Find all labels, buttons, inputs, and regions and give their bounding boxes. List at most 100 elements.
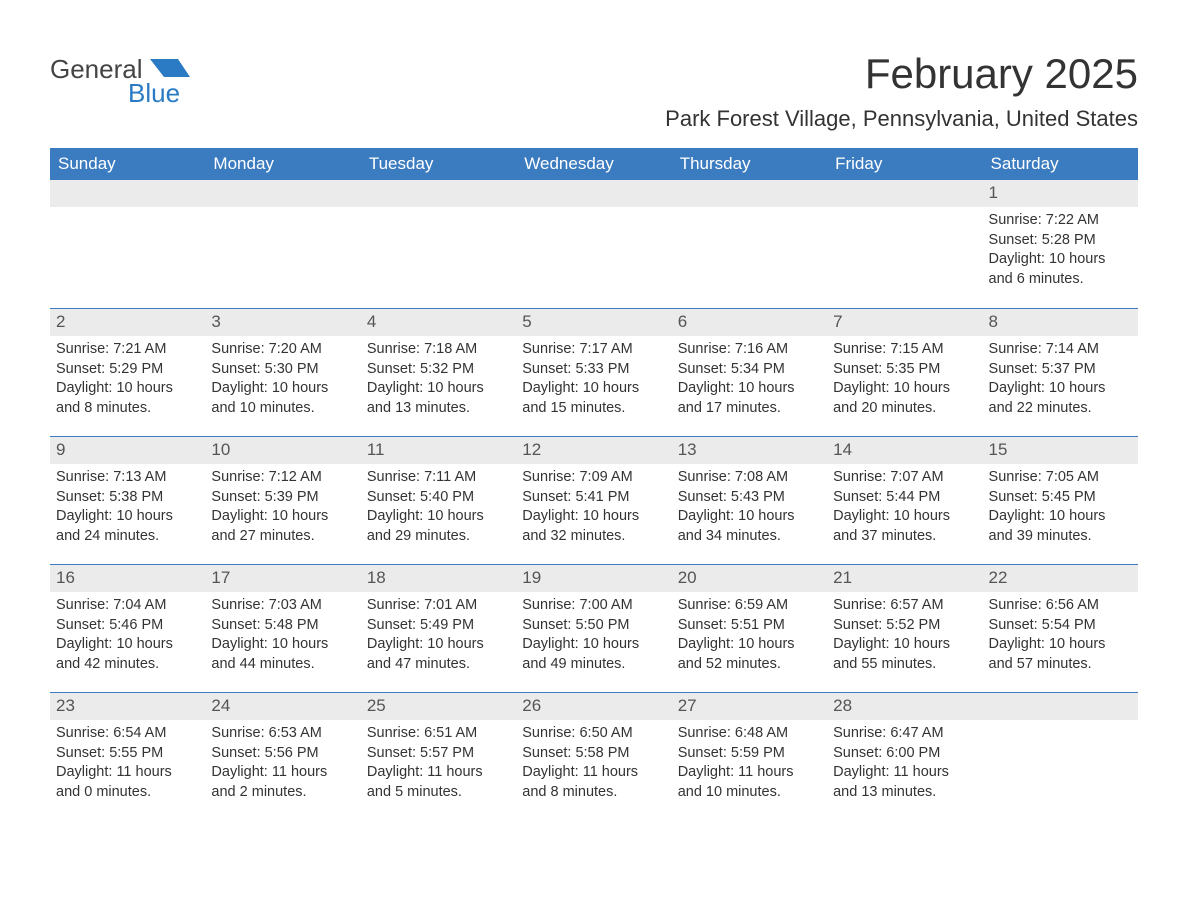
day-cell bbox=[827, 180, 982, 308]
sunrise-text: Sunrise: 6:53 AM bbox=[211, 724, 354, 744]
daylight-text: Daylight: 10 hours and 39 minutes. bbox=[989, 507, 1132, 546]
daylight-text: Daylight: 10 hours and 29 minutes. bbox=[367, 507, 510, 546]
dow-saturday: Saturday bbox=[983, 148, 1138, 180]
day-cell: 14Sunrise: 7:07 AMSunset: 5:44 PMDayligh… bbox=[827, 437, 982, 564]
daylight-text: Daylight: 10 hours and 42 minutes. bbox=[56, 635, 199, 674]
week-row: 1Sunrise: 7:22 AMSunset: 5:28 PMDaylight… bbox=[50, 180, 1138, 308]
sunrise-text: Sunrise: 6:51 AM bbox=[367, 724, 510, 744]
sunset-text: Sunset: 5:58 PM bbox=[522, 744, 665, 764]
header: General Blue February 2025 Park Forest V… bbox=[50, 50, 1138, 142]
sunset-text: Sunset: 5:44 PM bbox=[833, 488, 976, 508]
daylight-text: Daylight: 10 hours and 52 minutes. bbox=[678, 635, 821, 674]
day-cell: 16Sunrise: 7:04 AMSunset: 5:46 PMDayligh… bbox=[50, 565, 205, 692]
sunset-text: Sunset: 5:48 PM bbox=[211, 616, 354, 636]
sunrise-text: Sunrise: 7:00 AM bbox=[522, 596, 665, 616]
sunset-text: Sunset: 5:46 PM bbox=[56, 616, 199, 636]
day-number: 22 bbox=[983, 565, 1138, 592]
sunset-text: Sunset: 5:40 PM bbox=[367, 488, 510, 508]
daylight-text: Daylight: 10 hours and 32 minutes. bbox=[522, 507, 665, 546]
week-row: 16Sunrise: 7:04 AMSunset: 5:46 PMDayligh… bbox=[50, 564, 1138, 692]
day-number: 26 bbox=[516, 693, 671, 720]
day-cell: 9 Sunrise: 7:13 AMSunset: 5:38 PMDaylight… bbox=[50, 437, 205, 564]
sunrise-text: Sunrise: 6:54 AM bbox=[56, 724, 199, 744]
daylight-text: Daylight: 10 hours and 10 minutes. bbox=[211, 379, 354, 418]
calendar-grid: Sunday Monday Tuesday Wednesday Thursday… bbox=[50, 148, 1138, 820]
day-number bbox=[983, 693, 1138, 720]
day-cell: 20Sunrise: 6:59 AMSunset: 5:51 PMDayligh… bbox=[672, 565, 827, 692]
sunset-text: Sunset: 5:59 PM bbox=[678, 744, 821, 764]
calendar-page: General Blue February 2025 Park Forest V… bbox=[0, 0, 1188, 850]
sunset-text: Sunset: 5:57 PM bbox=[367, 744, 510, 764]
dow-monday: Monday bbox=[205, 148, 360, 180]
sunrise-text: Sunrise: 7:18 AM bbox=[367, 340, 510, 360]
day-number: 24 bbox=[205, 693, 360, 720]
day-number: 9 bbox=[50, 437, 205, 464]
dow-friday: Friday bbox=[827, 148, 982, 180]
sunset-text: Sunset: 5:35 PM bbox=[833, 360, 976, 380]
day-of-week-header: Sunday Monday Tuesday Wednesday Thursday… bbox=[50, 148, 1138, 180]
day-number: 3 bbox=[205, 309, 360, 336]
sunset-text: Sunset: 5:56 PM bbox=[211, 744, 354, 764]
day-number bbox=[205, 180, 360, 207]
sunrise-text: Sunrise: 6:59 AM bbox=[678, 596, 821, 616]
day-number: 21 bbox=[827, 565, 982, 592]
dow-tuesday: Tuesday bbox=[361, 148, 516, 180]
day-cell: 8Sunrise: 7:14 AMSunset: 5:37 PMDaylight… bbox=[983, 309, 1138, 436]
day-cell: 17Sunrise: 7:03 AMSunset: 5:48 PMDayligh… bbox=[205, 565, 360, 692]
logo: General Blue bbox=[50, 50, 210, 110]
daylight-text: Daylight: 10 hours and 24 minutes. bbox=[56, 507, 199, 546]
sunrise-text: Sunrise: 6:50 AM bbox=[522, 724, 665, 744]
day-cell: 10Sunrise: 7:12 AMSunset: 5:39 PMDayligh… bbox=[205, 437, 360, 564]
day-number: 25 bbox=[361, 693, 516, 720]
sunset-text: Sunset: 5:32 PM bbox=[367, 360, 510, 380]
day-cell: 4 Sunrise: 7:18 AMSunset: 5:32 PMDaylight… bbox=[361, 309, 516, 436]
sunrise-text: Sunrise: 7:12 AM bbox=[211, 468, 354, 488]
sunset-text: Sunset: 5:51 PM bbox=[678, 616, 821, 636]
sunset-text: Sunset: 5:38 PM bbox=[56, 488, 199, 508]
day-number: 17 bbox=[205, 565, 360, 592]
day-number bbox=[361, 180, 516, 207]
daylight-text: Daylight: 10 hours and 13 minutes. bbox=[367, 379, 510, 418]
day-cell: 15Sunrise: 7:05 AMSunset: 5:45 PMDayligh… bbox=[983, 437, 1138, 564]
day-number: 5 bbox=[516, 309, 671, 336]
day-number: 4 bbox=[361, 309, 516, 336]
sunrise-text: Sunrise: 7:20 AM bbox=[211, 340, 354, 360]
day-number: 23 bbox=[50, 693, 205, 720]
daylight-text: Daylight: 10 hours and 44 minutes. bbox=[211, 635, 354, 674]
logo-text-2: Blue bbox=[128, 80, 180, 106]
day-cell: 26 Sunrise: 6:50 AMSunset: 5:58 PMDayligh… bbox=[516, 693, 671, 820]
sunset-text: Sunset: 5:28 PM bbox=[989, 231, 1132, 251]
day-number: 15 bbox=[983, 437, 1138, 464]
day-cell: 3 Sunrise: 7:20 AMSunset: 5:30 PMDaylight… bbox=[205, 309, 360, 436]
day-number: 7 bbox=[827, 309, 982, 336]
week-row: 2Sunrise: 7:21 AMSunset: 5:29 PMDaylight… bbox=[50, 308, 1138, 436]
daylight-text: Daylight: 11 hours and 8 minutes. bbox=[522, 763, 665, 802]
sunset-text: Sunset: 5:30 PM bbox=[211, 360, 354, 380]
daylight-text: Daylight: 10 hours and 8 minutes. bbox=[56, 379, 199, 418]
day-cell: 2 Sunrise: 7:21 AMSunset: 5:29 PMDaylight… bbox=[50, 309, 205, 436]
daylight-text: Daylight: 11 hours and 0 minutes. bbox=[56, 763, 199, 802]
day-number: 2 bbox=[50, 309, 205, 336]
day-number: 16 bbox=[50, 565, 205, 592]
sunset-text: Sunset: 5:29 PM bbox=[56, 360, 199, 380]
sunrise-text: Sunrise: 7:21 AM bbox=[56, 340, 199, 360]
day-cell: 19Sunrise: 7:00 AMSunset: 5:50 PMDayligh… bbox=[516, 565, 671, 692]
day-number: 6 bbox=[672, 309, 827, 336]
sunrise-text: Sunrise: 6:47 AM bbox=[833, 724, 976, 744]
day-number: 27 bbox=[672, 693, 827, 720]
sunset-text: Sunset: 5:49 PM bbox=[367, 616, 510, 636]
sunrise-text: Sunrise: 7:14 AM bbox=[989, 340, 1132, 360]
day-cell: 18Sunrise: 7:01 AMSunset: 5:49 PMDayligh… bbox=[361, 565, 516, 692]
title-block: February 2025 Park Forest Village, Penns… bbox=[665, 50, 1138, 142]
day-cell: 23Sunrise: 6:54 AMSunset: 5:55 PMDayligh… bbox=[50, 693, 205, 820]
sunset-text: Sunset: 5:54 PM bbox=[989, 616, 1132, 636]
day-number bbox=[516, 180, 671, 207]
day-number: 1 bbox=[983, 180, 1138, 207]
day-number: 28 bbox=[827, 693, 982, 720]
sunrise-text: Sunrise: 7:07 AM bbox=[833, 468, 976, 488]
day-cell: 24Sunrise: 6:53 AMSunset: 5:56 PMDayligh… bbox=[205, 693, 360, 820]
day-number: 14 bbox=[827, 437, 982, 464]
sunrise-text: Sunrise: 7:13 AM bbox=[56, 468, 199, 488]
day-cell: 13Sunrise: 7:08 AMSunset: 5:43 PMDayligh… bbox=[672, 437, 827, 564]
sunrise-text: Sunrise: 6:48 AM bbox=[678, 724, 821, 744]
